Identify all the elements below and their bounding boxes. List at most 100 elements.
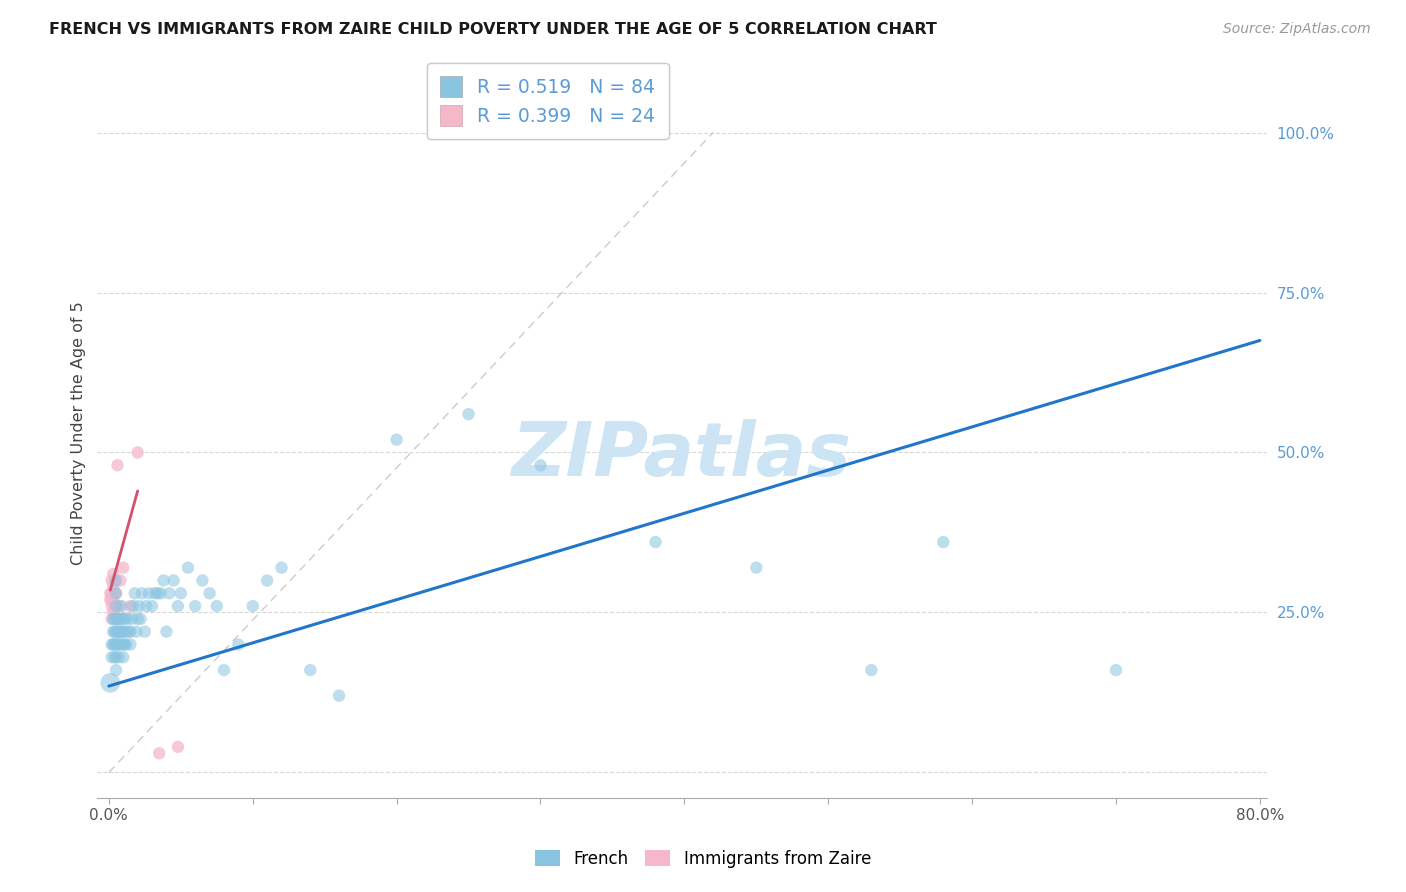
Point [105,650,128,665]
Point [115,638,138,652]
Point [108,599,131,613]
Point [105,612,128,626]
Legend: French, Immigrants from Zaire: French, Immigrants from Zaire [529,844,877,875]
Point [529,458,551,473]
Point [112,650,135,665]
Point [100,599,122,613]
Point [105,599,128,613]
Point [124,586,146,600]
Point [104,638,127,652]
Point [104,612,127,626]
Text: ZIPatlas: ZIPatlas [512,418,852,491]
Point [104,624,127,639]
Point [111,624,134,639]
Point [98,676,121,690]
Point [101,606,124,620]
Point [118,624,141,639]
Point [212,663,235,677]
Point [105,574,128,588]
Point [100,638,122,652]
Point [115,624,138,639]
Point [162,574,184,588]
Point [125,624,148,639]
Point [170,586,193,600]
Point [135,599,157,613]
Point [105,586,128,600]
Point [122,599,145,613]
Point [155,624,177,639]
Point [745,560,768,574]
Point [932,535,955,549]
Point [101,624,124,639]
Point [152,574,174,588]
Point [111,599,134,613]
Point [110,638,132,652]
Point [860,663,883,677]
Point [98,592,121,607]
Point [146,586,169,600]
Point [120,624,142,639]
Point [120,599,142,613]
Point [107,638,129,652]
Point [205,599,228,613]
Point [114,612,136,626]
Point [110,612,132,626]
Point [107,458,129,473]
Point [184,599,207,613]
Point [110,574,132,588]
Point [112,638,135,652]
Legend: R = 0.519   N = 84, R = 0.399   N = 24: R = 0.519 N = 84, R = 0.399 N = 24 [427,63,669,139]
Point [143,586,166,600]
Point [100,612,122,626]
Point [167,739,190,754]
Point [114,638,136,652]
Point [177,560,200,574]
Point [112,624,135,639]
Point [127,612,149,626]
Point [242,599,264,613]
Point [108,612,131,626]
Point [104,574,127,588]
Point [112,612,135,626]
Point [105,663,128,677]
Point [141,599,163,613]
Point [112,560,135,574]
Point [104,599,127,613]
Point [98,586,121,600]
Point [105,638,128,652]
Point [270,560,292,574]
Point [101,580,124,594]
Point [1105,663,1128,677]
Point [101,592,124,607]
Point [104,650,127,665]
Point [149,586,172,600]
Point [121,612,143,626]
Point [191,574,214,588]
Y-axis label: Child Poverty Under the Age of 5: Child Poverty Under the Age of 5 [72,301,86,566]
Point [299,663,322,677]
Point [101,567,124,582]
Point [107,612,129,626]
Point [108,650,131,665]
Point [134,624,156,639]
Point [117,612,139,626]
Point [167,599,190,613]
Point [101,612,124,626]
Point [385,433,408,447]
Point [138,586,160,600]
Point [100,592,122,607]
Point [105,624,128,639]
Point [101,638,124,652]
Point [110,624,132,639]
Point [100,650,122,665]
Point [100,574,122,588]
Point [148,746,170,760]
Point [198,586,221,600]
Point [120,638,142,652]
Point [108,624,131,639]
Point [457,407,479,421]
Point [157,586,180,600]
Point [100,586,122,600]
Point [131,586,153,600]
Point [128,599,150,613]
